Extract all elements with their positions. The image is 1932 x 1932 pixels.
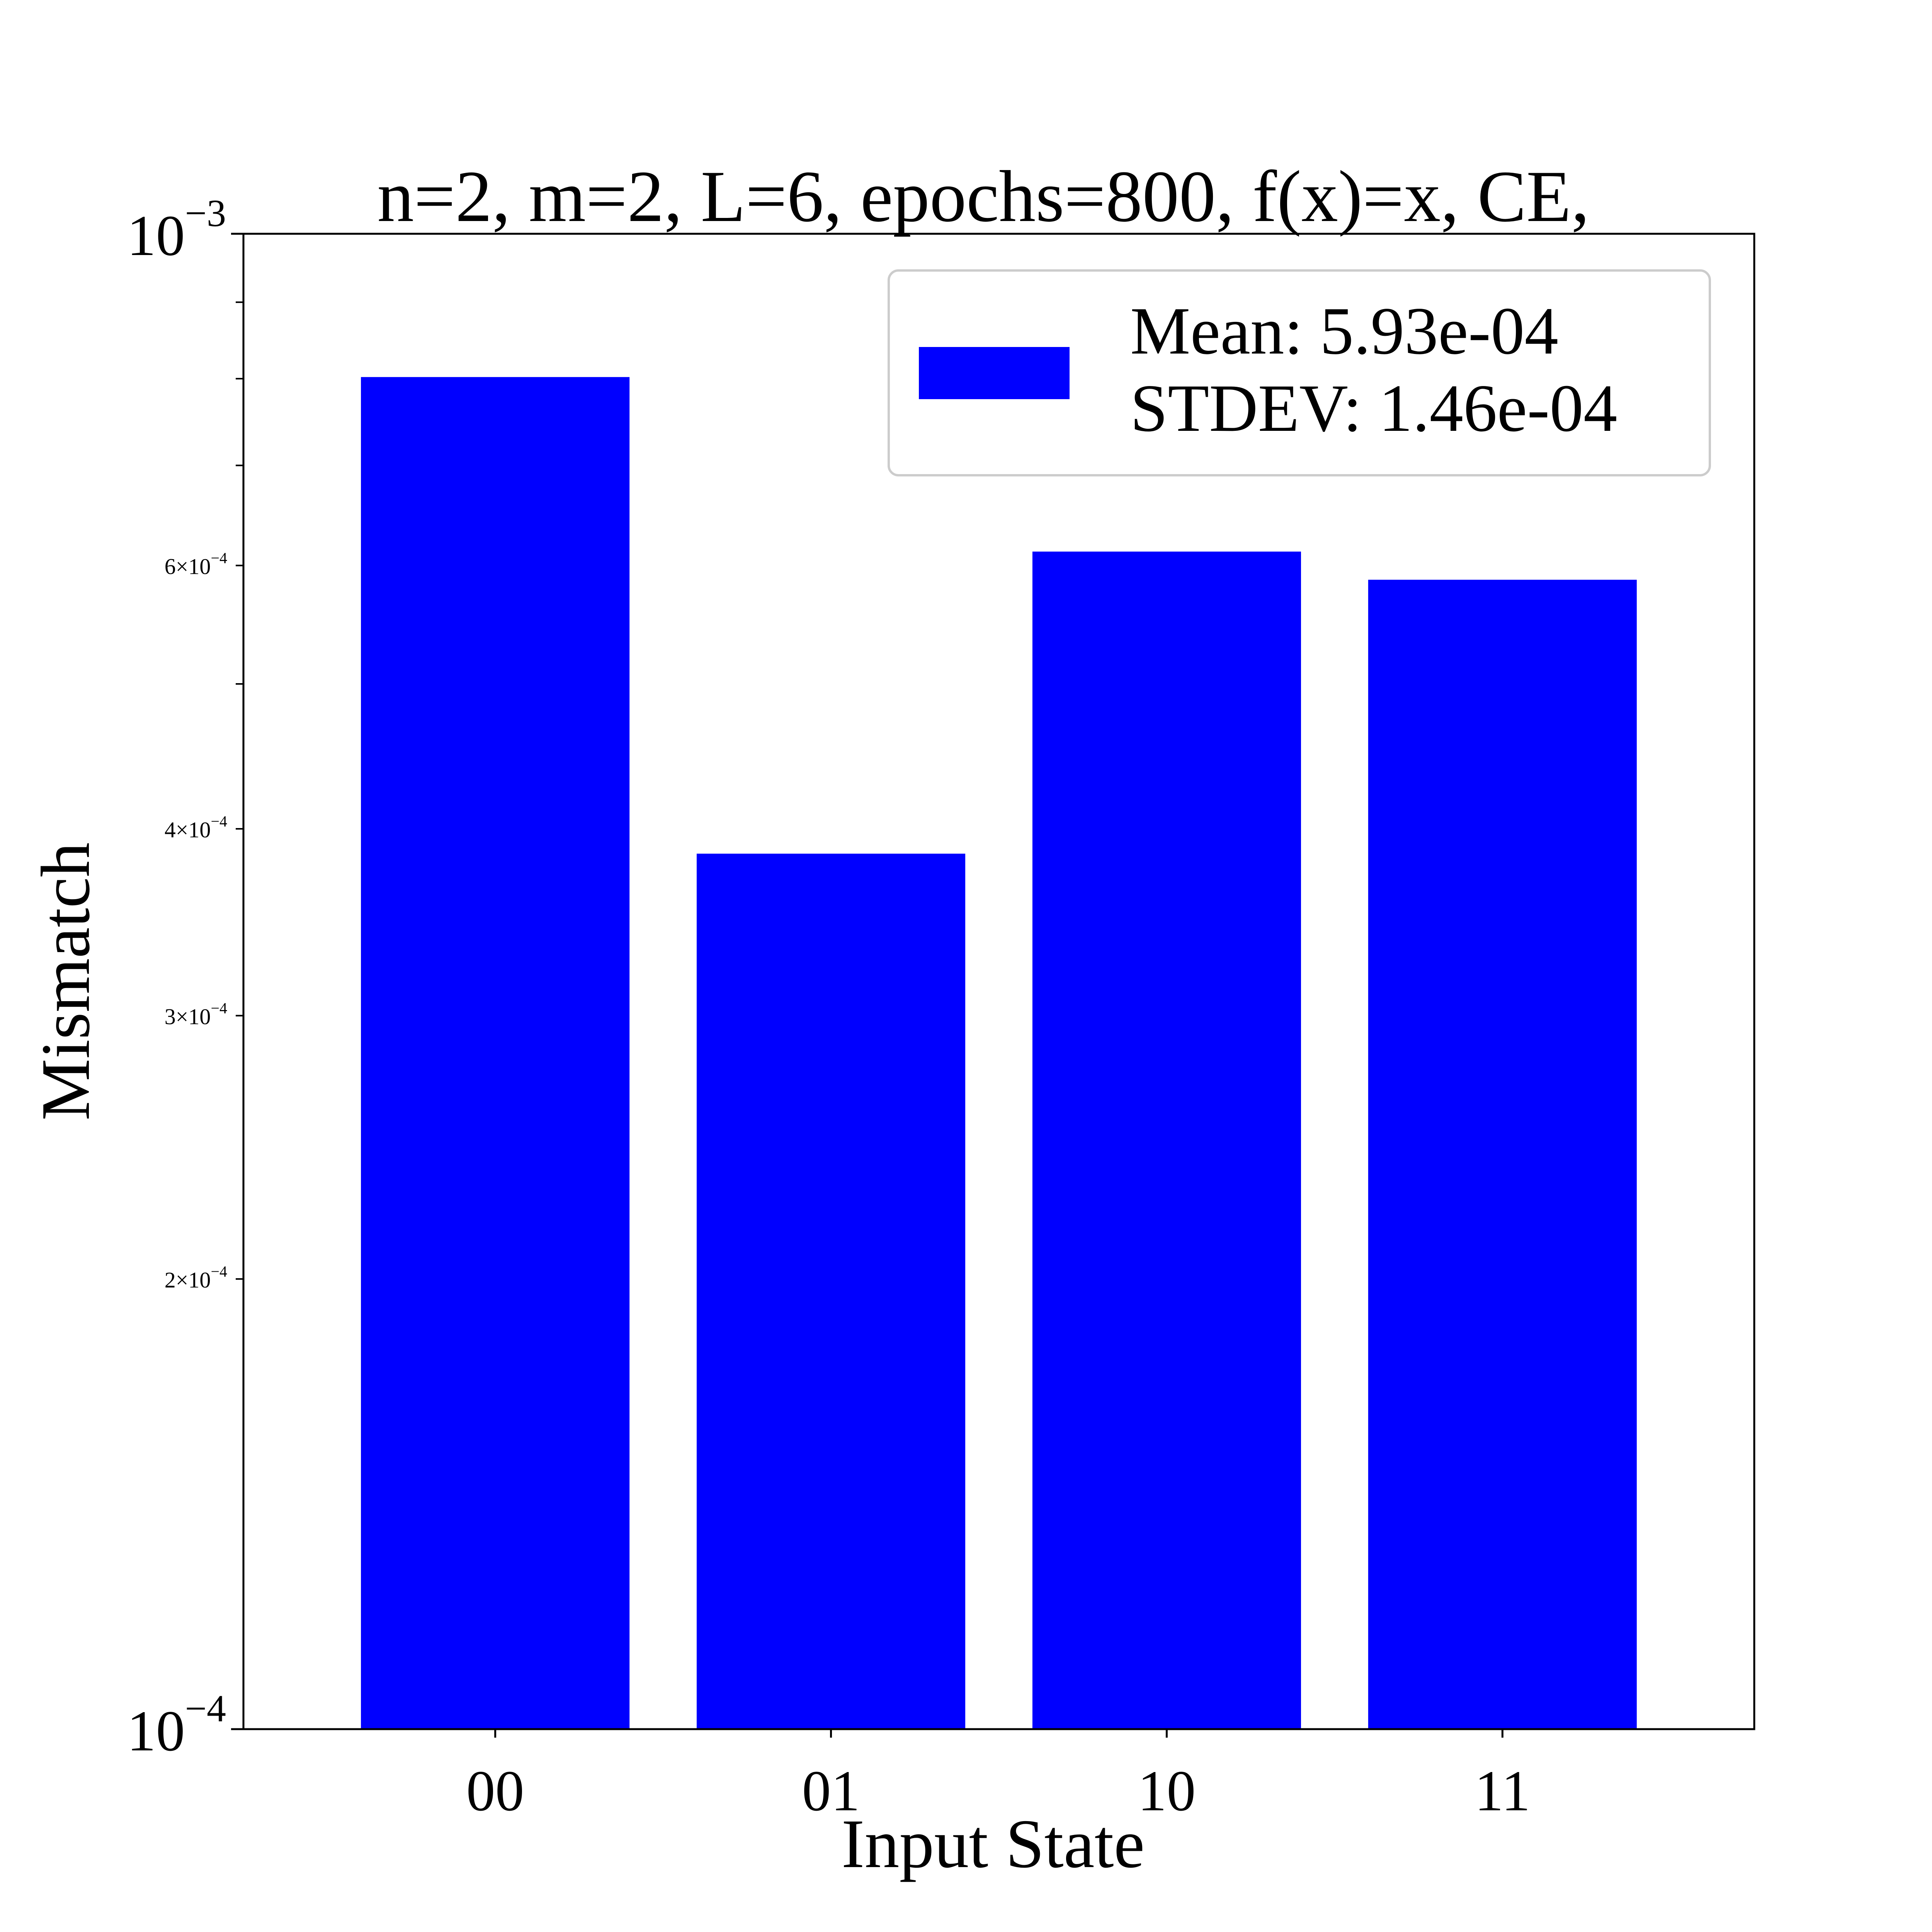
y-axis-label: Mismatch	[27, 842, 104, 1121]
x-tick-label: 01	[802, 1759, 860, 1823]
legend-mean-label: Mean: 5.93e-04	[1130, 293, 1558, 368]
chart-title: n=2, m=2, L=6, epochs=800, f(x)=x, CE,	[377, 156, 1589, 237]
x-axis-ticks: 00 01 10 11	[466, 1729, 1531, 1823]
bar-01	[697, 854, 966, 1729]
bar-11	[1368, 580, 1637, 1730]
x-axis-label: Input State	[842, 1805, 1145, 1882]
x-tick-label: 10	[1138, 1759, 1196, 1823]
legend: Mean: 5.93e-04 STDEV: 1.46e-04	[888, 269, 1711, 476]
bar-00	[361, 377, 630, 1729]
plot-area-frame	[242, 233, 1755, 1730]
legend-stdev-label: STDEV: 1.46e-04	[1130, 371, 1617, 446]
y-axis-ticks: 10−410−32×10−43×10−44×10−46×10−4	[127, 192, 243, 1763]
x-tick-label: 11	[1475, 1759, 1530, 1823]
x-tick-label: 00	[466, 1759, 524, 1823]
legend-swatch	[919, 347, 1070, 399]
bars	[361, 377, 1637, 1730]
legend-frame	[888, 269, 1711, 476]
bar-10	[1032, 551, 1301, 1729]
